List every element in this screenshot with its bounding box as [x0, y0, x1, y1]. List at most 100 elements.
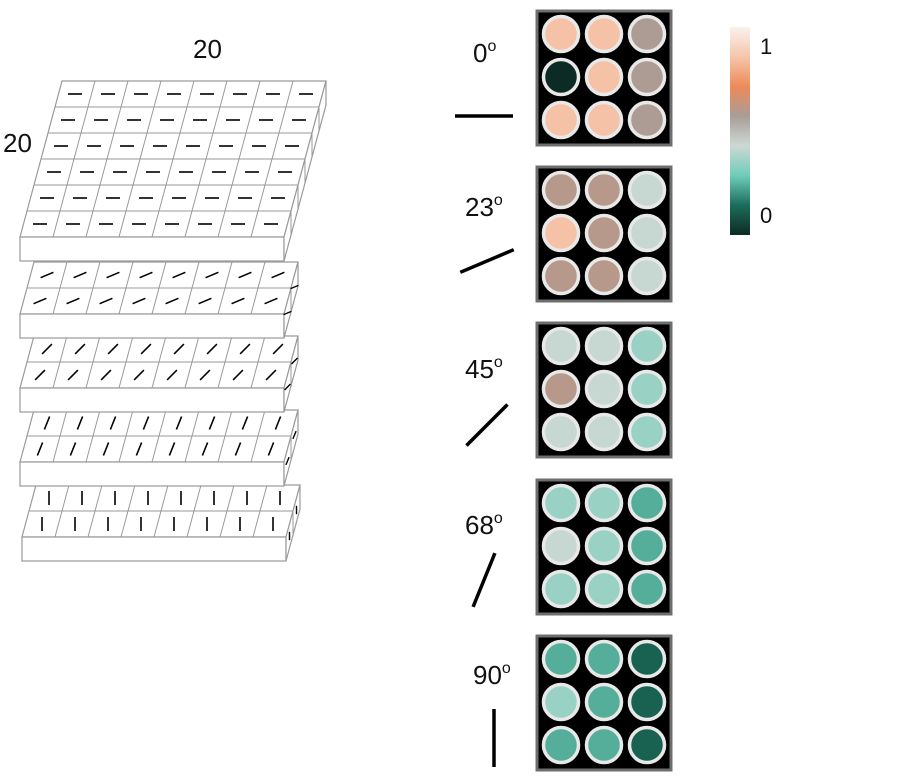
grid-col-line: [250, 80, 294, 238]
grid-col-line: [85, 409, 101, 463]
colorbar: 1 0: [730, 27, 772, 235]
orientation-mark: [290, 284, 299, 290]
response-dot: [584, 682, 624, 722]
orientation-mark: [33, 297, 47, 305]
response-dot: [541, 412, 581, 452]
response-dot: [541, 256, 581, 296]
grid-col-line: [118, 409, 134, 463]
response-dot: [584, 213, 624, 253]
colorbar-max-label: 1: [760, 34, 772, 59]
orientation-mark: [166, 369, 178, 381]
response-dot: [541, 569, 581, 609]
angle-label-68: 68o: [465, 510, 503, 540]
orientation-mark: [99, 297, 113, 305]
layer-68-deg: [19, 409, 299, 487]
orientation-mark: [199, 369, 211, 381]
angle-label-90: 90o: [473, 660, 511, 690]
layer-front-face: [19, 387, 285, 413]
stack-depth-label: 20: [3, 128, 32, 158]
grid-col-line: [250, 261, 266, 315]
grid-col-line: [184, 335, 200, 389]
grid-col-line: [219, 484, 235, 538]
orientation-mark: [265, 369, 277, 381]
colorbar-gradient: [730, 27, 750, 235]
response-dot: [541, 526, 581, 566]
colorbar-min-label: 0: [760, 203, 772, 228]
grid-col-line: [151, 80, 195, 238]
grid-col-line: [52, 80, 96, 238]
orientation-mark: [132, 297, 146, 305]
orientation-mark: [241, 416, 249, 430]
orientation-mark: [239, 343, 251, 355]
orientation-mark: [133, 369, 145, 381]
response-dot: [627, 170, 667, 210]
grid-col-line: [153, 484, 169, 538]
orientation-mark: [284, 383, 291, 391]
orientation-mark: [107, 343, 119, 355]
response-dot: [541, 725, 581, 765]
orientation-mark: [201, 442, 209, 456]
response-dot: [584, 100, 624, 140]
orientation-mark: [198, 297, 212, 305]
response-dot: [627, 14, 667, 54]
response-dot: [584, 526, 624, 566]
layer-stack: [19, 80, 327, 562]
degree-mark: o: [494, 354, 503, 371]
angle-number: 90: [473, 660, 502, 690]
response-dot: [584, 57, 624, 97]
orientation-mark: [139, 271, 153, 279]
orientation-mark: [264, 297, 278, 305]
grid-col-line: [85, 335, 101, 389]
orientation-mark: [175, 416, 183, 430]
grid-col-line: [118, 80, 162, 238]
response-panels: [535, 9, 673, 772]
grid-col-line: [250, 335, 266, 389]
grid-col-line: [85, 261, 101, 315]
grid-col-line: [52, 409, 68, 463]
degree-mark: o: [502, 660, 511, 677]
response-dot: [541, 483, 581, 523]
stack-width-label: 20: [193, 34, 222, 64]
orientation-mark: [43, 416, 51, 430]
layer-front-face: [19, 461, 285, 487]
orientation-mark: [172, 271, 186, 279]
orientation-mark: [34, 369, 46, 381]
degree-mark: o: [487, 38, 496, 55]
grid-col-line: [54, 484, 70, 538]
response-dot: [627, 326, 667, 366]
grid-col-line: [151, 261, 167, 315]
orientation-mark: [142, 416, 150, 430]
grid-col-line: [52, 261, 68, 315]
grid-col-line: [186, 484, 202, 538]
orientation-mark: [40, 271, 54, 279]
orientation-mark: [66, 297, 80, 305]
layer-front-face: [21, 536, 287, 562]
orientation-mark: [206, 343, 218, 355]
response-dot: [627, 412, 667, 452]
response-dot: [541, 170, 581, 210]
orientation-mark: [165, 297, 179, 305]
degree-mark: o: [494, 510, 503, 527]
orientation-mark: [69, 442, 77, 456]
orientation-mark: [283, 310, 292, 316]
orientation-mark: [140, 343, 152, 355]
grid-col-line: [118, 335, 134, 389]
response-dot: [627, 369, 667, 409]
orientation-mark: [109, 416, 117, 430]
angle-label-23: 23o: [465, 192, 503, 222]
angle-number: 68: [465, 510, 494, 540]
response-dot: [541, 213, 581, 253]
angle-number: 0: [473, 38, 487, 68]
orientation-mark: [67, 369, 79, 381]
orientation-mark: [173, 343, 185, 355]
grid-col-line: [184, 409, 200, 463]
response-dot: [541, 57, 581, 97]
orientation-mark: [272, 343, 284, 355]
orientation-mark: [271, 271, 285, 279]
grid-col-line: [151, 409, 167, 463]
response-dot: [584, 14, 624, 54]
response-dot: [584, 326, 624, 366]
response-dot: [584, 369, 624, 409]
panel-90: [535, 634, 673, 772]
